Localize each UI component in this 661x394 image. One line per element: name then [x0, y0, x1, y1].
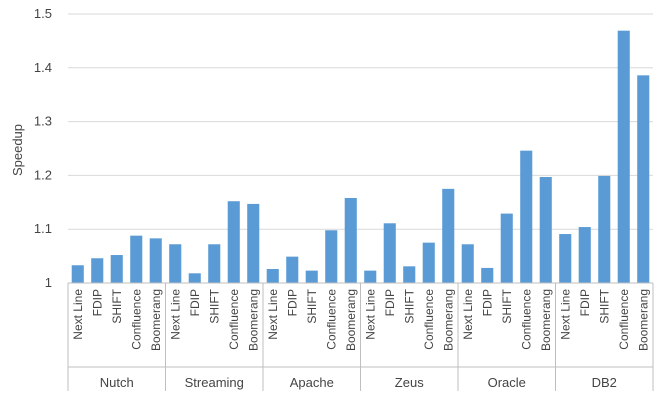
x-tick-label: FDIP [285, 289, 299, 316]
bar [442, 188, 455, 283]
bar [325, 230, 338, 283]
bar [227, 201, 240, 283]
x-tick-label: Confluence [129, 289, 143, 350]
x-tick-label: Boomerang [539, 289, 553, 351]
bar [91, 258, 104, 283]
group-label: Oracle [488, 375, 526, 390]
x-tick-label: Confluence [227, 289, 241, 350]
bar [481, 267, 494, 283]
y-tick-label: 1 [45, 275, 52, 290]
x-tick-label: Next Line [558, 289, 572, 340]
bar [344, 197, 357, 283]
y-tick-label: 1.1 [34, 221, 52, 236]
bar [364, 270, 377, 283]
x-tick-label: SHIFT [207, 288, 221, 323]
bar [110, 255, 123, 283]
x-tick-label: FDIP [90, 289, 104, 316]
x-tick-label: SHIFT [305, 288, 319, 323]
bar [422, 242, 435, 283]
y-tick-label: 1.3 [34, 114, 52, 129]
bar [559, 234, 572, 283]
x-tick-label: SHIFT [597, 288, 611, 323]
x-tick-label: FDIP [480, 289, 494, 316]
group-label: DB2 [592, 375, 617, 390]
bar [578, 227, 591, 283]
x-tick-label: Confluence [617, 289, 631, 350]
x-tick-label: SHIFT [110, 288, 124, 323]
x-tick-label: Boomerang [344, 289, 358, 351]
group-label: Apache [290, 375, 334, 390]
group-label: Nutch [100, 375, 134, 390]
bar [247, 203, 260, 283]
x-tick-label: Boomerang [441, 289, 455, 351]
y-tick-label: 1.4 [34, 60, 52, 75]
y-axis-title: Speedup [10, 124, 25, 176]
x-tick-label: Next Line [461, 289, 475, 340]
x-tick-label: Next Line [266, 289, 280, 340]
bar [383, 223, 396, 283]
x-tick-label: Boomerang [246, 289, 260, 351]
x-tick-label: Boomerang [149, 289, 163, 351]
group-label: Streaming [185, 375, 244, 390]
x-tick-label: FDIP [578, 289, 592, 316]
x-tick-label: Next Line [363, 289, 377, 340]
bar [461, 244, 474, 283]
x-tick-label: Confluence [422, 289, 436, 350]
bar [266, 269, 279, 283]
x-tick-label: Confluence [324, 289, 338, 350]
bar [539, 177, 552, 283]
bar [520, 150, 533, 283]
bar [71, 265, 84, 283]
bar [617, 30, 630, 284]
y-tick-label: 1.2 [34, 167, 52, 182]
bars [71, 30, 650, 284]
x-tick-label: FDIP [383, 289, 397, 316]
x-tick-label: Next Line [168, 289, 182, 340]
axes: 1 1.1 1.2 1.3 1.4 1.5 Next Line FDIP SHIFT Conflu… [34, 6, 654, 391]
bar [149, 238, 162, 283]
bar [169, 244, 182, 283]
bar [500, 213, 513, 283]
x-tick-label: SHIFT [500, 288, 514, 323]
y-tick-label: 1.5 [34, 6, 52, 21]
bar [286, 256, 299, 283]
bar [130, 235, 143, 283]
x-tick-label: SHIFT [402, 288, 416, 323]
bar [598, 175, 611, 283]
group-label: Zeus [395, 375, 424, 390]
x-tick-label: Confluence [519, 289, 533, 350]
bar [305, 270, 318, 283]
x-tick-label: FDIP [188, 289, 202, 316]
bar [188, 273, 201, 283]
bar [403, 266, 416, 283]
bar [208, 244, 221, 283]
x-tick-label: Boomerang [636, 289, 650, 351]
gridlines [68, 13, 653, 230]
bar [637, 75, 650, 283]
x-tick-label: Next Line [71, 289, 85, 340]
